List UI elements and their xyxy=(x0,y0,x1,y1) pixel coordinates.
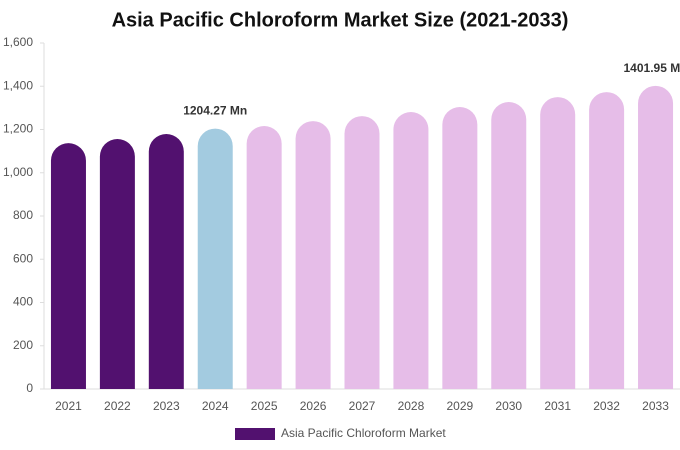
y-tick-label: 1,600 xyxy=(3,35,33,49)
bar xyxy=(393,111,429,389)
bar xyxy=(99,139,135,389)
bar xyxy=(491,102,527,389)
bar xyxy=(638,85,674,390)
y-tick-label: 400 xyxy=(13,295,33,309)
x-tick-label: 2027 xyxy=(349,399,376,413)
x-tick-label: 2022 xyxy=(104,399,131,413)
y-tick-label: 0 xyxy=(26,381,33,395)
value-label: 1401.95 Mn xyxy=(624,61,680,75)
x-tick-label: 2029 xyxy=(446,399,473,413)
x-tick-label: 2021 xyxy=(55,399,82,413)
x-tick-label: 2032 xyxy=(593,399,620,413)
y-tick-label: 1,200 xyxy=(3,122,33,136)
x-tick-label: 2026 xyxy=(300,399,327,413)
x-tick-label: 2024 xyxy=(202,399,229,413)
x-tick-label: 2023 xyxy=(153,399,180,413)
y-tick-label: 600 xyxy=(13,251,33,265)
y-tick-label: 200 xyxy=(13,338,33,352)
bar xyxy=(246,126,282,389)
x-tick-label: 2031 xyxy=(544,399,571,413)
legend-swatch xyxy=(235,428,275,440)
chart-title: Asia Pacific Chloroform Market Size (202… xyxy=(112,9,569,31)
legend-label: Asia Pacific Chloroform Market xyxy=(281,426,446,440)
value-label: 1204.27 Mn xyxy=(183,104,247,118)
x-tick-label: 2030 xyxy=(495,399,522,413)
x-tick-label: 2028 xyxy=(398,399,425,413)
y-tick-label: 1,400 xyxy=(3,78,33,92)
bar xyxy=(589,92,625,390)
bar xyxy=(344,116,380,389)
x-tick-label: 2033 xyxy=(642,399,669,413)
bar xyxy=(50,143,86,389)
bar xyxy=(295,121,331,389)
bar xyxy=(148,134,184,389)
bar xyxy=(540,97,576,389)
bar xyxy=(442,107,478,389)
y-tick-label: 800 xyxy=(13,208,33,222)
y-tick-label: 1,000 xyxy=(3,165,33,179)
bar xyxy=(197,128,233,390)
x-tick-label: 2025 xyxy=(251,399,278,413)
